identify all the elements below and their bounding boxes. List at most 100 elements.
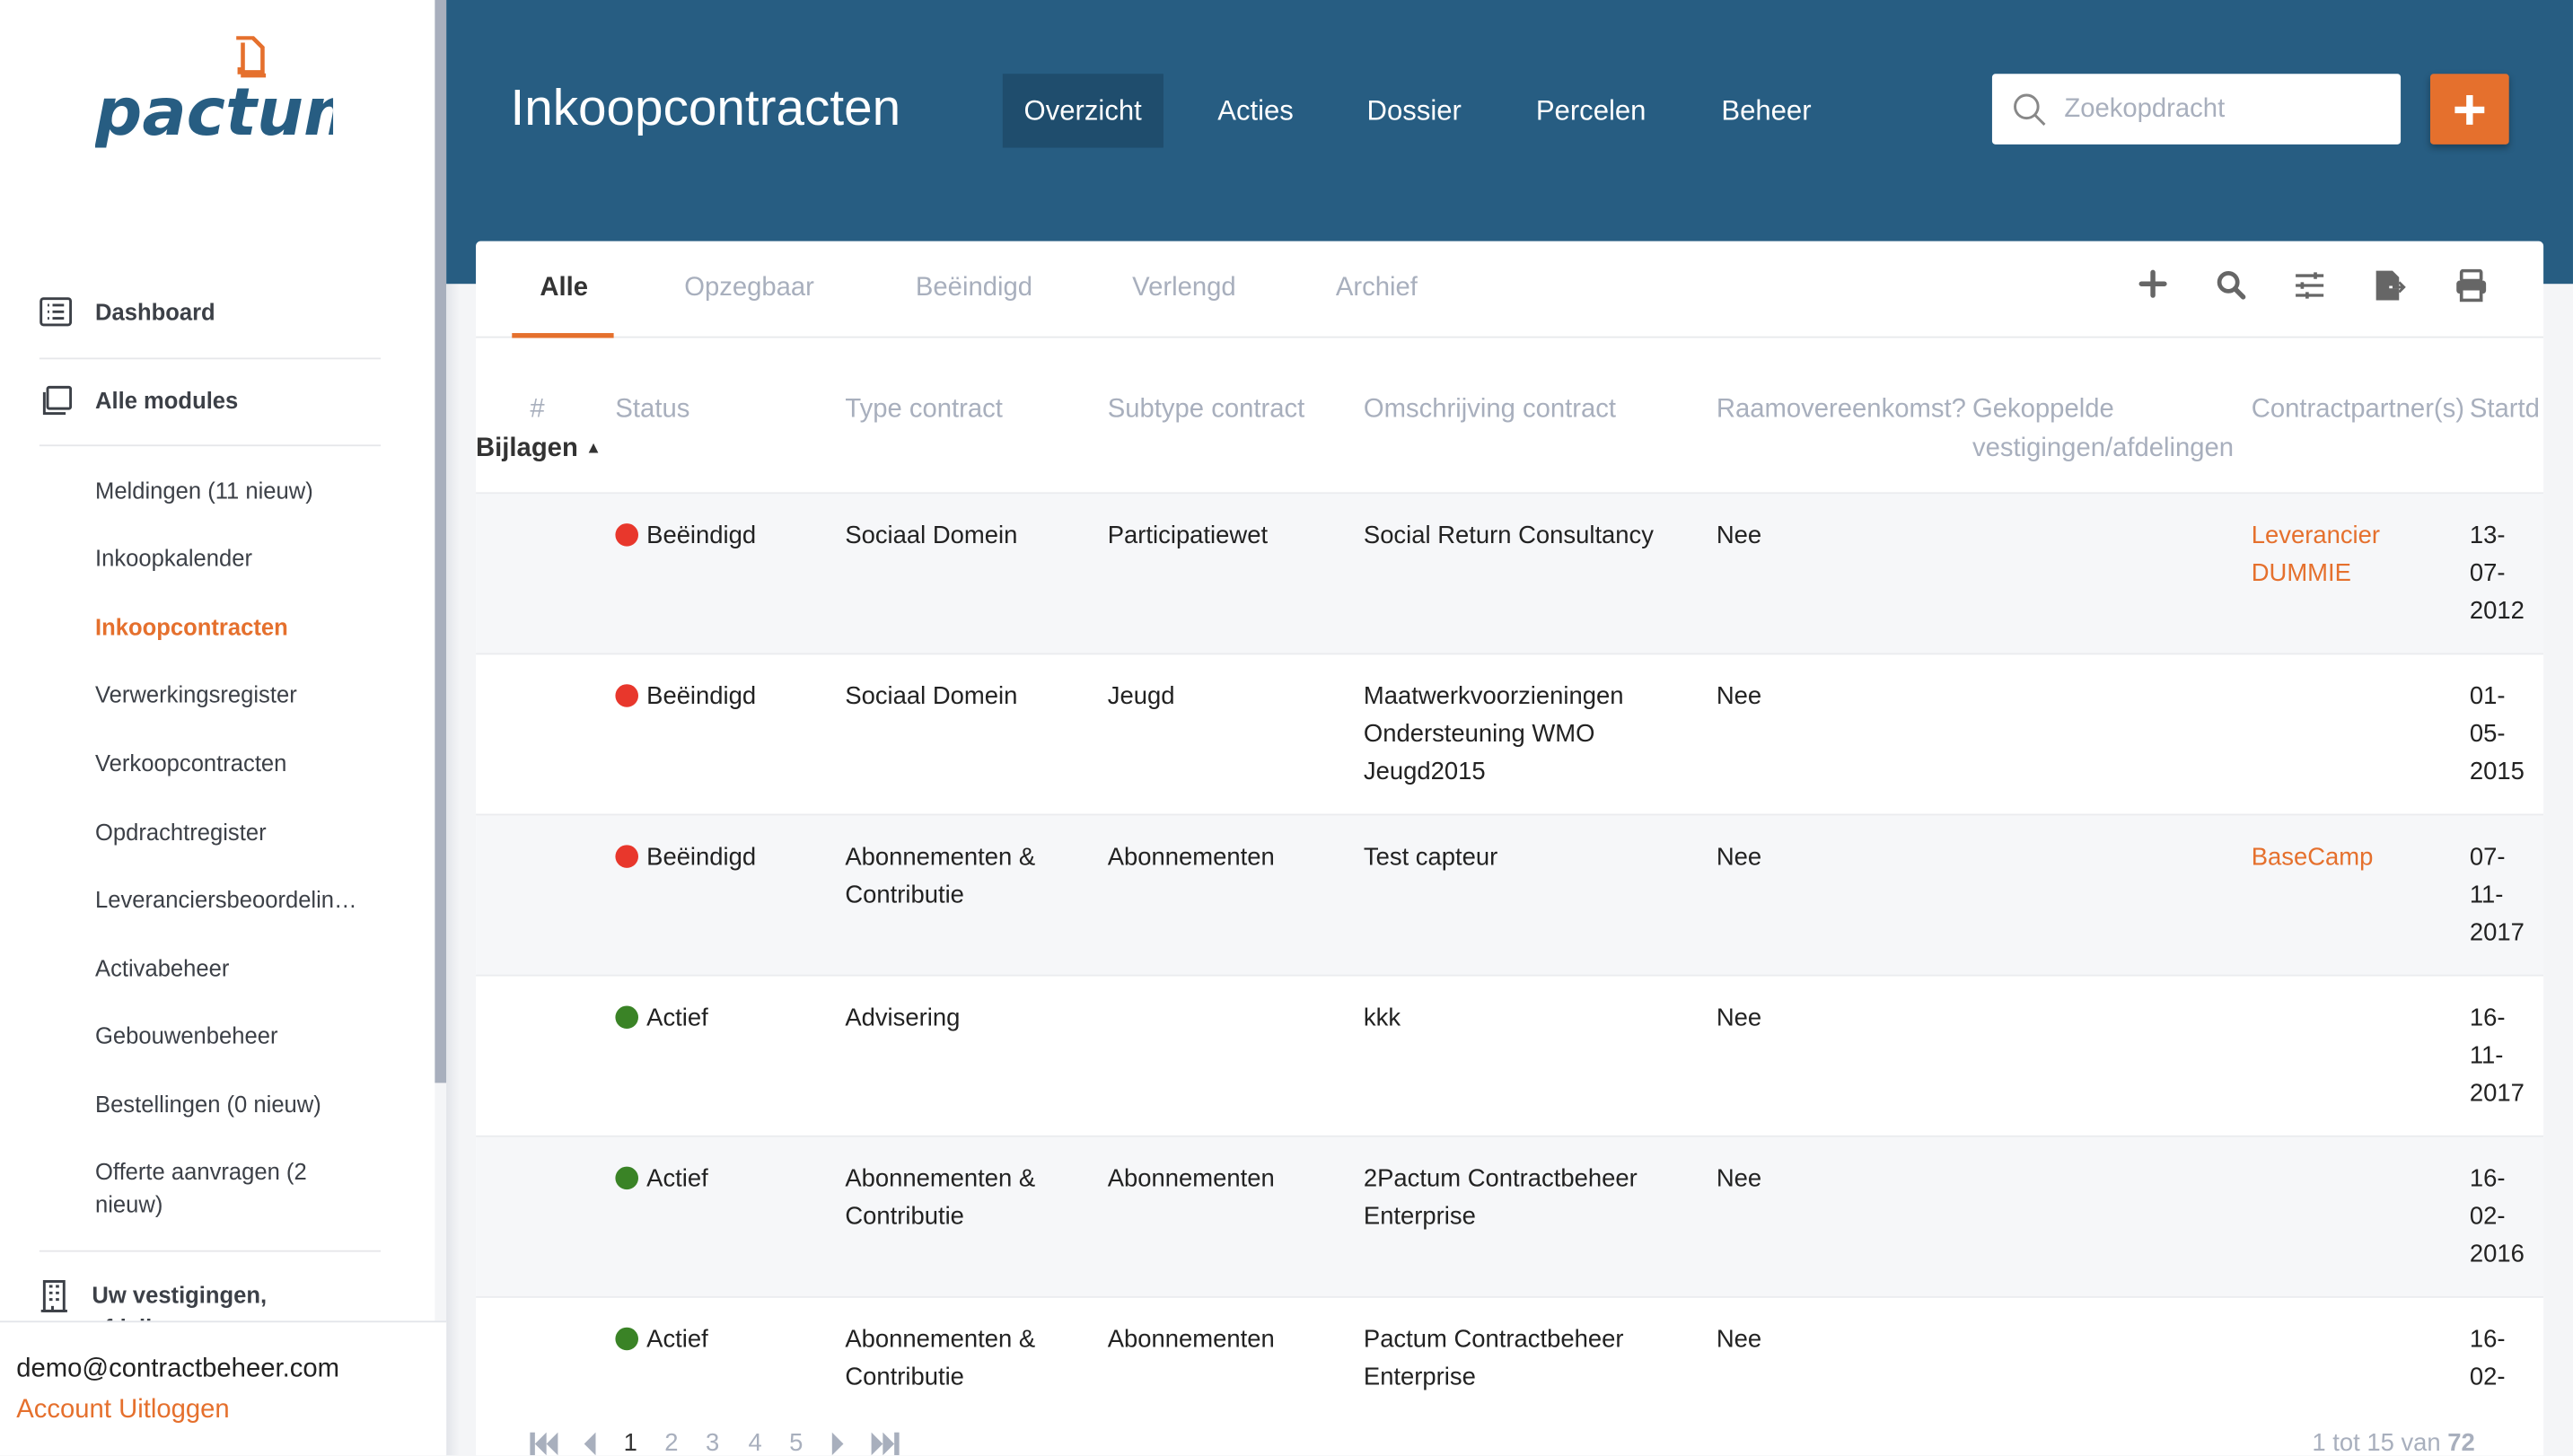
status-dot-icon: [615, 1166, 639, 1190]
table-row[interactable]: Actief Abonnementen & Contributie Abonneme…: [476, 1295, 2544, 1455]
col-header-status[interactable]: Status: [615, 395, 690, 424]
sidebar-item-bestellingen[interactable]: Bestellingen (0 nieuw): [95, 1091, 321, 1118]
next-page-icon[interactable]: [831, 1432, 846, 1456]
copy-icon: [42, 385, 73, 416]
cell-description: kkk: [1363, 1004, 1401, 1032]
table-row[interactable]: Beëindigd Sociaal Domein Jeugd Maatwerkvoor…: [476, 653, 2544, 815]
divider: [39, 357, 382, 360]
cell-status: Actief: [615, 999, 829, 1037]
sidebar-item-verwerkingsregister[interactable]: Verwerkingsregister: [95, 680, 297, 707]
cell-subtype: Abonnementen: [1107, 843, 1275, 872]
cell-framework: Nee: [1716, 1164, 1762, 1193]
cell-description: Pactum Contractbeheer Enterprise: [1363, 1325, 1624, 1391]
col-header-linked[interactable]: Gekoppelde vestigingen/afdelingen: [1972, 395, 2235, 463]
status-label: Beëindigd: [646, 522, 757, 550]
page-1[interactable]: 1: [623, 1429, 637, 1456]
nav-acties[interactable]: Acties: [1217, 95, 1294, 127]
search-box: [1991, 74, 2402, 145]
page-title: Inkoopcontracten: [510, 78, 901, 136]
cell-partner[interactable]: BaseCamp: [2251, 843, 2374, 872]
tab-alle[interactable]: Alle: [540, 274, 588, 303]
cell-type: Sociaal Domein: [845, 522, 1018, 550]
col-header-subtype[interactable]: Subtype contract: [1107, 395, 1305, 424]
nav-overzicht[interactable]: Overzicht: [1002, 74, 1164, 148]
cell-start: 16-02-: [2469, 1325, 2506, 1391]
logout-link[interactable]: Uitloggen: [119, 1396, 230, 1425]
table-row[interactable]: Actief Abonnementen & Contributie Abonneme…: [476, 1135, 2544, 1298]
cell-status: Beëindigd: [615, 678, 829, 715]
sidebar-item-meldingen[interactable]: Meldingen (11 nieuw): [95, 477, 313, 504]
sidebar-nav: Dashboard Alle modules Meldingen (11 nie…: [0, 0, 435, 1320]
svg-text:pactum: pactum: [95, 75, 333, 148]
table-row[interactable]: Actief Advisering kkk Nee 16-11-2017: [476, 974, 2544, 1137]
cell-status: Beëindigd: [615, 517, 829, 555]
page-5[interactable]: 5: [789, 1429, 804, 1456]
cell-framework: Nee: [1716, 682, 1762, 711]
nav-dossier[interactable]: Dossier: [1366, 95, 1462, 127]
status-dot-icon: [615, 845, 639, 868]
sidebar-item-opdrachtregister[interactable]: Opdrachtregister: [95, 819, 267, 846]
sidebar-item-offerte-aanvragen[interactable]: Offerte aanvragen (2 nieuw): [95, 1158, 307, 1218]
tab-archief[interactable]: Archief: [1335, 274, 1418, 303]
page-3[interactable]: 3: [705, 1429, 720, 1456]
col-header-num[interactable]: #: [530, 395, 545, 424]
building-icon: [40, 1280, 67, 1312]
cell-partner[interactable]: Leverancier DUMMIE: [2251, 522, 2381, 588]
col-header-framework[interactable]: Raamovereenkomst?: [1716, 395, 1966, 424]
add-button[interactable]: [2429, 74, 2509, 145]
sidebar-item-leveranciersbeoordeling[interactable]: Leveranciersbeoordelin…: [95, 886, 357, 913]
search-input[interactable]: [2060, 92, 2380, 126]
search-icon[interactable]: [2216, 269, 2247, 301]
sidebar-item-gebouwenbeheer[interactable]: Gebouwenbeheer: [95, 1022, 278, 1048]
col-header-type[interactable]: Type contract: [845, 395, 1003, 424]
sidebar-scrollbar[interactable]: [435, 0, 447, 1083]
cell-type: Advisering: [845, 1004, 961, 1032]
col-header-bijlagen[interactable]: Bijlagen ▲: [476, 430, 602, 469]
col-header-partners[interactable]: Contractpartner(s): [2251, 395, 2465, 424]
sidebar-item-vestigingen[interactable]: Uw vestigingen, afdelingen: [40, 1278, 305, 1320]
table-row[interactable]: Beëindigd Sociaal Domein Participatiewet So…: [476, 492, 2544, 655]
cell-framework: Nee: [1716, 522, 1762, 550]
col-header-description[interactable]: Omschrijving contract: [1363, 395, 1617, 424]
user-email: demo@contractbeheer.com: [16, 1355, 339, 1383]
sidebar-item-activabeheer[interactable]: Activabeheer: [95, 954, 230, 982]
sidebar-item-inkoopkalender[interactable]: Inkoopkalender: [95, 544, 253, 572]
account-link[interactable]: Account: [16, 1396, 111, 1425]
active-tab-indicator: [512, 333, 614, 338]
plus-icon[interactable]: [2138, 269, 2168, 299]
cell-description: Test capteur: [1363, 843, 1498, 872]
nav-percelen[interactable]: Percelen: [1535, 95, 1647, 127]
table-row[interactable]: Beëindigd Abonnementen & Contributie Abonn…: [476, 813, 2544, 977]
pagination-summary: 1 tot 15 van 72: [2312, 1429, 2474, 1455]
status-dot-icon: [615, 1005, 639, 1030]
sidebar-item-dashboard[interactable]: Dashboard: [40, 297, 215, 327]
cell-start: 16-11-2017: [2469, 1004, 2525, 1108]
pactum-logo[interactable]: pactum: [94, 35, 372, 155]
first-page-icon[interactable]: [529, 1432, 558, 1456]
status-dot-icon: [615, 523, 639, 547]
page-2[interactable]: 2: [664, 1429, 679, 1456]
export-icon[interactable]: [2375, 269, 2408, 303]
page-4[interactable]: 4: [748, 1429, 762, 1456]
tab-beeindigd[interactable]: Beëindigd: [915, 274, 1033, 303]
sliders-icon[interactable]: [2294, 269, 2325, 301]
sidebar-item-inkoopcontracten[interactable]: Inkoopcontracten: [95, 613, 288, 640]
tab-opzegbaar[interactable]: Opzegbaar: [684, 274, 814, 303]
sidebar-item-verkoopcontracten[interactable]: Verkoopcontracten: [95, 750, 287, 776]
cell-framework: Nee: [1716, 1004, 1762, 1032]
contracts-card: Alle Opzegbaar Beëindigd Verlengd Archie…: [476, 241, 2544, 1456]
prev-page-icon[interactable]: [583, 1432, 596, 1456]
cell-subtype: Abonnementen: [1107, 1164, 1275, 1193]
nav-beheer[interactable]: Beheer: [1721, 95, 1812, 127]
sidebar-item-alle-modules[interactable]: Alle modules: [40, 385, 238, 416]
col-header-start[interactable]: Startd: [2469, 395, 2540, 424]
total-count: 72: [2447, 1429, 2475, 1456]
print-icon[interactable]: [2454, 268, 2488, 303]
cell-type: Abonnementen & Contributie: [845, 843, 1036, 909]
cell-description: Social Return Consultancy: [1363, 522, 1654, 550]
tab-verlengd[interactable]: Verlengd: [1132, 274, 1236, 303]
search-icon: [2014, 92, 2046, 126]
plus-icon: [2454, 94, 2485, 124]
last-page-icon[interactable]: [871, 1432, 901, 1456]
